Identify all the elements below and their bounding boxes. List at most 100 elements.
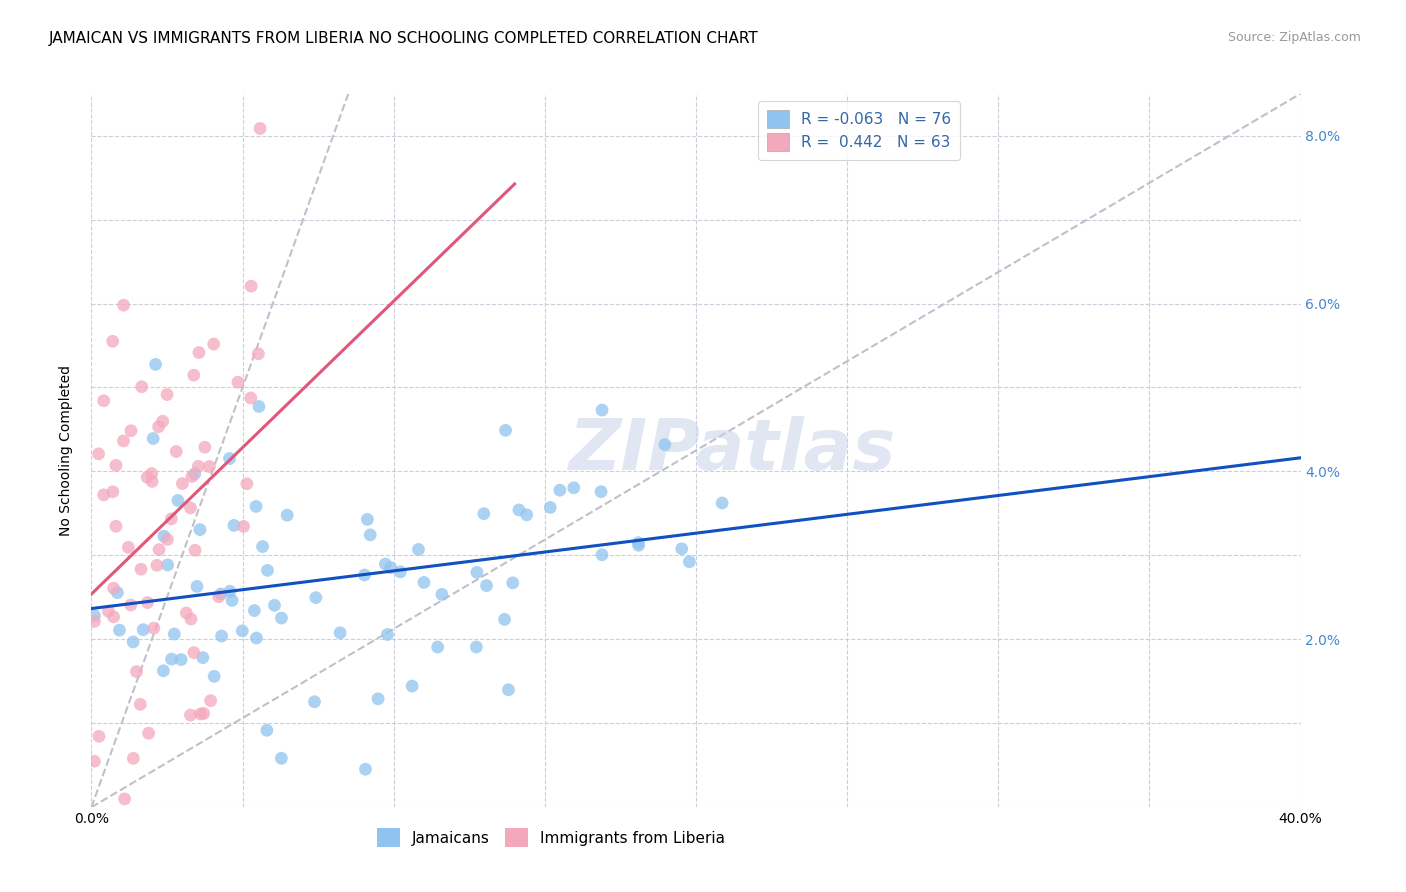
- Point: [678, 555, 700, 569]
- Point: [120, 598, 142, 612]
- Point: [245, 631, 267, 645]
- Point: [498, 682, 520, 697]
- Point: [172, 476, 194, 491]
- Point: [502, 575, 524, 590]
- Point: [208, 590, 231, 604]
- Point: [239, 391, 262, 405]
- Point: [354, 762, 377, 776]
- Point: [465, 640, 488, 654]
- Point: [209, 587, 232, 601]
- Point: [627, 535, 650, 549]
- Point: [101, 334, 124, 349]
- Point: [367, 691, 389, 706]
- Point: [247, 347, 270, 361]
- Point: [538, 500, 561, 515]
- Point: [187, 345, 209, 359]
- Point: [548, 483, 571, 498]
- Point: [389, 565, 412, 579]
- Point: [142, 432, 165, 446]
- Point: [226, 375, 249, 389]
- Point: [108, 623, 131, 637]
- Point: [304, 695, 326, 709]
- Point: [247, 400, 270, 414]
- Point: [145, 358, 167, 372]
- Point: [117, 541, 139, 555]
- Point: [245, 500, 267, 514]
- Point: [103, 610, 125, 624]
- Point: [114, 792, 136, 806]
- Point: [107, 585, 129, 599]
- Point: [188, 523, 211, 537]
- Point: [104, 458, 127, 473]
- Point: [148, 542, 170, 557]
- Point: [591, 403, 613, 417]
- Point: [671, 541, 693, 556]
- Point: [377, 627, 399, 641]
- Point: [359, 528, 381, 542]
- Point: [240, 279, 263, 293]
- Point: [142, 621, 165, 635]
- Y-axis label: No Schooling Completed: No Schooling Completed: [59, 365, 73, 536]
- Point: [83, 608, 105, 623]
- Point: [202, 669, 225, 683]
- Point: [167, 493, 190, 508]
- Point: [356, 512, 378, 526]
- Point: [125, 665, 148, 679]
- Point: [187, 459, 209, 474]
- Point: [654, 437, 676, 451]
- Point: [160, 652, 183, 666]
- Point: [232, 519, 254, 533]
- Point: [495, 423, 517, 437]
- Point: [122, 635, 145, 649]
- Point: [191, 650, 214, 665]
- Point: [475, 578, 498, 592]
- Point: [101, 484, 124, 499]
- Point: [83, 754, 105, 768]
- Point: [156, 558, 179, 572]
- Point: [97, 604, 120, 618]
- Point: [184, 543, 207, 558]
- Point: [243, 603, 266, 617]
- Point: [170, 652, 193, 666]
- Point: [270, 611, 292, 625]
- Point: [156, 533, 179, 547]
- Point: [165, 444, 187, 458]
- Point: [380, 560, 402, 574]
- Point: [408, 542, 430, 557]
- Point: [711, 496, 734, 510]
- Point: [198, 459, 221, 474]
- Point: [494, 612, 516, 626]
- Point: [472, 507, 495, 521]
- Point: [120, 424, 142, 438]
- Point: [163, 627, 186, 641]
- Text: JAMAICAN VS IMMIGRANTS FROM LIBERIA NO SCHOOLING COMPLETED CORRELATION CHART: JAMAICAN VS IMMIGRANTS FROM LIBERIA NO S…: [49, 31, 759, 46]
- Point: [222, 518, 245, 533]
- Point: [401, 679, 423, 693]
- Point: [211, 629, 233, 643]
- Point: [141, 475, 163, 489]
- Point: [190, 706, 212, 721]
- Point: [256, 563, 278, 577]
- Point: [353, 568, 375, 582]
- Point: [87, 447, 110, 461]
- Point: [83, 615, 105, 629]
- Point: [129, 698, 152, 712]
- Point: [270, 751, 292, 765]
- Point: [180, 612, 202, 626]
- Point: [148, 419, 170, 434]
- Point: [129, 562, 152, 576]
- Point: [183, 368, 205, 383]
- Point: [93, 393, 115, 408]
- Point: [183, 646, 205, 660]
- Point: [179, 500, 201, 515]
- Point: [627, 538, 650, 552]
- Point: [153, 529, 176, 543]
- Point: [465, 566, 488, 580]
- Point: [138, 726, 160, 740]
- Point: [141, 467, 163, 481]
- Point: [104, 519, 127, 533]
- Point: [152, 414, 174, 428]
- Point: [231, 624, 253, 638]
- Point: [156, 387, 179, 401]
- Point: [186, 579, 208, 593]
